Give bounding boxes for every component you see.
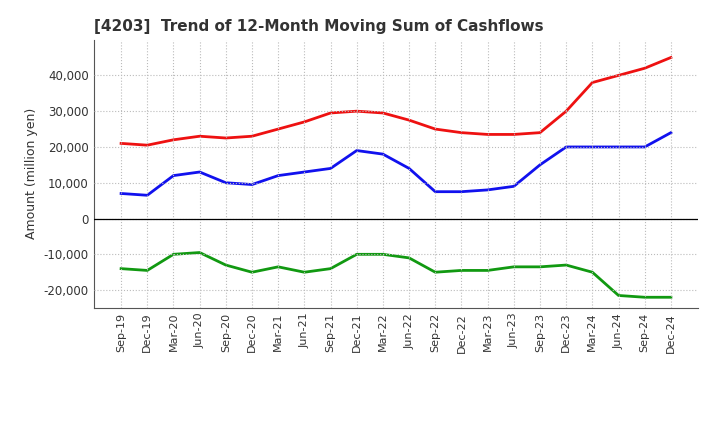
Investing Cashflow — [640, 295, 649, 300]
Line: Investing Cashflow: Investing Cashflow — [121, 253, 671, 297]
Free Cashflow — [614, 144, 623, 150]
Operating Cashflow — [510, 132, 518, 137]
Free Cashflow — [274, 173, 282, 178]
Free Cashflow — [431, 189, 440, 194]
Operating Cashflow — [300, 119, 309, 125]
Investing Cashflow — [352, 252, 361, 257]
Operating Cashflow — [431, 126, 440, 132]
Operating Cashflow — [379, 110, 387, 116]
Free Cashflow — [195, 169, 204, 175]
Investing Cashflow — [222, 262, 230, 268]
Investing Cashflow — [195, 250, 204, 255]
Operating Cashflow — [457, 130, 466, 135]
Investing Cashflow — [274, 264, 282, 269]
Operating Cashflow — [117, 141, 125, 146]
Operating Cashflow — [405, 117, 413, 123]
Operating Cashflow — [274, 126, 282, 132]
Investing Cashflow — [510, 264, 518, 269]
Investing Cashflow — [483, 268, 492, 273]
Investing Cashflow — [117, 266, 125, 271]
Operating Cashflow — [667, 55, 675, 60]
Investing Cashflow — [326, 266, 335, 271]
Free Cashflow — [143, 193, 152, 198]
Operating Cashflow — [614, 73, 623, 78]
Free Cashflow — [300, 169, 309, 175]
Operating Cashflow — [248, 134, 256, 139]
Investing Cashflow — [379, 252, 387, 257]
Investing Cashflow — [457, 268, 466, 273]
Operating Cashflow — [352, 109, 361, 114]
Operating Cashflow — [169, 137, 178, 143]
Y-axis label: Amount (million yen): Amount (million yen) — [25, 108, 38, 239]
Investing Cashflow — [431, 270, 440, 275]
Investing Cashflow — [562, 262, 570, 268]
Free Cashflow — [457, 189, 466, 194]
Free Cashflow — [483, 187, 492, 193]
Operating Cashflow — [640, 66, 649, 71]
Text: [4203]  Trend of 12-Month Moving Sum of Cashflows: [4203] Trend of 12-Month Moving Sum of C… — [94, 19, 543, 34]
Investing Cashflow — [300, 270, 309, 275]
Free Cashflow — [640, 144, 649, 150]
Operating Cashflow — [562, 109, 570, 114]
Free Cashflow — [326, 166, 335, 171]
Investing Cashflow — [588, 270, 597, 275]
Investing Cashflow — [614, 293, 623, 298]
Free Cashflow — [352, 148, 361, 153]
Operating Cashflow — [222, 136, 230, 141]
Investing Cashflow — [248, 270, 256, 275]
Line: Free Cashflow: Free Cashflow — [121, 132, 671, 195]
Free Cashflow — [248, 182, 256, 187]
Free Cashflow — [536, 162, 544, 168]
Investing Cashflow — [143, 268, 152, 273]
Free Cashflow — [588, 144, 597, 150]
Investing Cashflow — [536, 264, 544, 269]
Free Cashflow — [405, 166, 413, 171]
Free Cashflow — [667, 130, 675, 135]
Line: Operating Cashflow: Operating Cashflow — [121, 58, 671, 145]
Free Cashflow — [169, 173, 178, 178]
Operating Cashflow — [195, 134, 204, 139]
Free Cashflow — [510, 183, 518, 189]
Free Cashflow — [117, 191, 125, 196]
Investing Cashflow — [169, 252, 178, 257]
Operating Cashflow — [143, 143, 152, 148]
Investing Cashflow — [667, 295, 675, 300]
Free Cashflow — [222, 180, 230, 185]
Operating Cashflow — [588, 80, 597, 85]
Investing Cashflow — [405, 255, 413, 260]
Operating Cashflow — [326, 110, 335, 116]
Free Cashflow — [562, 144, 570, 150]
Free Cashflow — [379, 151, 387, 157]
Operating Cashflow — [536, 130, 544, 135]
Operating Cashflow — [483, 132, 492, 137]
